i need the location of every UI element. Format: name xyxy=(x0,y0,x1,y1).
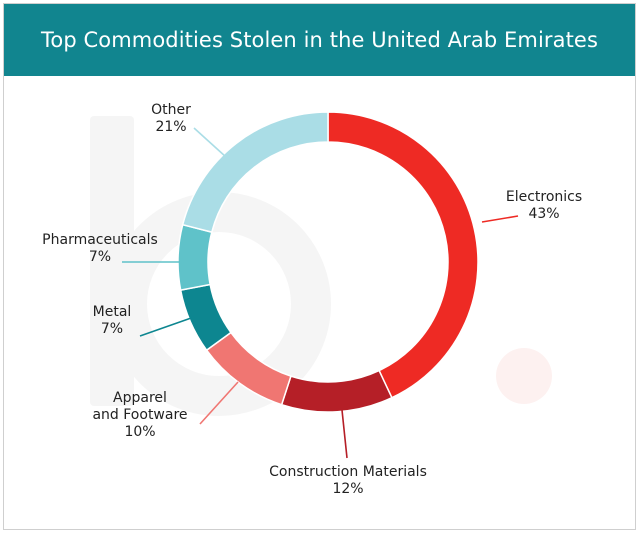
slice-labels: Electronics 43% Construction Materials 12% A… xyxy=(42,102,582,497)
slice-label: Construction Materials 12% xyxy=(269,464,427,497)
chart-title: Top Commodities Stolen in the United Ara… xyxy=(41,28,598,52)
slice-name: and Footware xyxy=(92,407,187,423)
chart-header: Top Commodities Stolen in the United Ara… xyxy=(4,4,635,76)
slice-label: Other 21% xyxy=(151,102,191,135)
slice-value: 10% xyxy=(124,424,155,440)
slice-name: Metal xyxy=(93,304,132,320)
slice-name: Apparel xyxy=(113,390,167,406)
slice-label: Apparel and Footware 10% xyxy=(92,390,187,440)
slice-name: Pharmaceuticals xyxy=(42,232,158,248)
leader-lines xyxy=(122,127,519,459)
donut-chart: Electronics 43% Construction Materials 12% A… xyxy=(42,102,582,497)
leader-line xyxy=(481,215,519,223)
slice-other xyxy=(181,111,329,234)
chart-frame: Top Commodities Stolen in the United Ara… xyxy=(3,3,636,530)
slice-value: 21% xyxy=(155,119,186,135)
slice-label: Electronics 43% xyxy=(506,189,582,222)
slice-value: 12% xyxy=(332,481,363,497)
slice-value: 7% xyxy=(89,249,111,265)
slice-value: 7% xyxy=(101,321,123,337)
slice-name: Construction Materials xyxy=(269,464,427,480)
leader-line xyxy=(193,127,227,158)
slice-name: Electronics xyxy=(506,189,582,205)
slice-name: Other xyxy=(151,102,191,118)
slice-label: Metal 7% xyxy=(93,304,132,337)
leader-line xyxy=(139,316,195,337)
slice-electronics xyxy=(327,111,479,399)
slice-value: 43% xyxy=(528,206,559,222)
leader-line xyxy=(341,409,348,459)
slice-label: Pharmaceuticals 7% xyxy=(42,232,158,265)
leader-line xyxy=(199,381,239,425)
donut-slices xyxy=(177,111,479,413)
watermark-logo xyxy=(90,116,552,416)
slice-pharmaceuticals xyxy=(177,223,213,291)
